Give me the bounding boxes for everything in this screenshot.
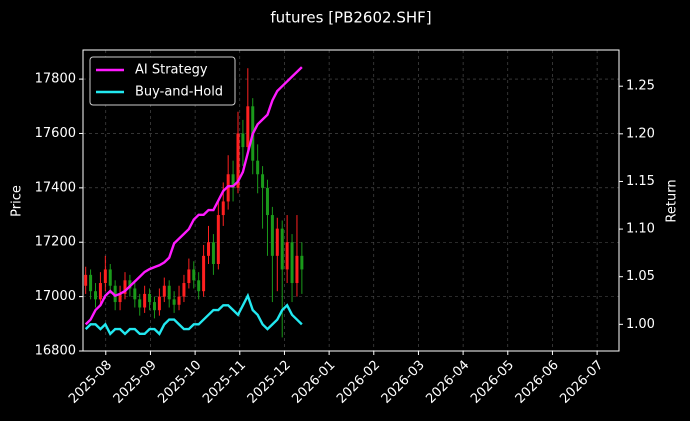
candle-body	[138, 299, 142, 308]
candle-body	[216, 215, 220, 264]
candle-body	[275, 228, 279, 256]
candle-body	[241, 133, 245, 148]
legend: AI Strategy Buy-and-Hold	[89, 56, 236, 106]
y-tick-label: 16800	[35, 344, 76, 359]
x-tick-label: 2025-12	[245, 358, 294, 407]
y2-tick-label: 1.05	[626, 269, 655, 284]
candle-body	[84, 274, 88, 286]
candle-body	[133, 288, 137, 300]
line-series	[84, 292, 303, 336]
candle-body	[207, 242, 211, 256]
candle-body	[211, 242, 215, 264]
candle-body	[108, 269, 112, 286]
y2-tick-label: 1.25	[626, 79, 655, 94]
x-tick-label: 2025-11	[200, 358, 249, 407]
line-series	[84, 66, 303, 326]
candle-body	[113, 285, 117, 303]
candle-body	[89, 274, 93, 292]
x-tick-label: 2026-07	[557, 358, 606, 407]
candle-body	[246, 106, 250, 148]
candle-body	[261, 174, 265, 188]
candle-body	[265, 187, 269, 216]
candle-body	[192, 269, 196, 281]
y2-tick-label: 1.00	[626, 317, 655, 332]
x-tick-label: 2026-06	[513, 358, 562, 407]
y-tick-label: 17000	[35, 289, 76, 304]
x-tick-label: 2026-04	[423, 358, 472, 407]
x-tick-label: 2026-03	[379, 358, 428, 407]
candle-body	[98, 283, 102, 300]
candle-body	[295, 255, 299, 284]
legend-box	[89, 56, 236, 106]
candle-body	[280, 228, 284, 270]
y-tick-label: 17200	[35, 235, 76, 250]
y-axis-label: Price	[10, 185, 25, 217]
candle-body	[290, 242, 294, 284]
candle-body	[167, 285, 171, 300]
candle-body	[231, 174, 235, 188]
y2-axis-label: Return	[665, 179, 680, 222]
candle-body	[94, 291, 98, 300]
candle-body	[236, 133, 240, 188]
candle-body	[143, 293, 147, 308]
x-tick-label: 2026-05	[468, 358, 517, 407]
x-tick-label: 2026-02	[334, 358, 383, 407]
y2-tick-label: 1.10	[626, 222, 655, 237]
legend-label: Buy-and-Hold	[135, 85, 223, 100]
candle-body	[270, 215, 274, 256]
candle-body	[123, 280, 127, 294]
candle-body	[187, 269, 191, 284]
y-tick-label: 17800	[35, 72, 76, 87]
chart-title: futures [PB2602.SHF]	[270, 9, 431, 27]
candle-body	[177, 296, 181, 305]
plot-frame	[82, 49, 620, 352]
candle-body	[172, 299, 176, 305]
candle-body	[202, 255, 206, 292]
candle-body	[221, 201, 225, 216]
candle-body	[285, 242, 289, 270]
y-tick-label: 17400	[35, 180, 76, 195]
candle-body	[148, 293, 152, 303]
y-tick-label: 17600	[35, 126, 76, 141]
candle-body	[128, 280, 132, 289]
candle-body	[256, 160, 260, 175]
candle-body	[103, 269, 107, 284]
x-tick-label: 2025-08	[66, 358, 115, 407]
legend-label: AI Strategy	[135, 63, 208, 78]
x-tick-label: 2026-01	[289, 358, 338, 407]
y2-tick-label: 1.20	[626, 126, 655, 141]
candle-body	[157, 296, 161, 311]
y2-tick-label: 1.15	[626, 174, 655, 189]
candle-body	[162, 285, 166, 297]
candle-body	[197, 280, 201, 292]
candle-body	[182, 283, 186, 297]
x-tick-label: 2025-09	[111, 358, 160, 407]
candle-body	[300, 255, 304, 270]
candle-body	[118, 293, 122, 303]
x-tick-label: 2025-10	[155, 358, 204, 407]
candle-body	[152, 302, 156, 311]
